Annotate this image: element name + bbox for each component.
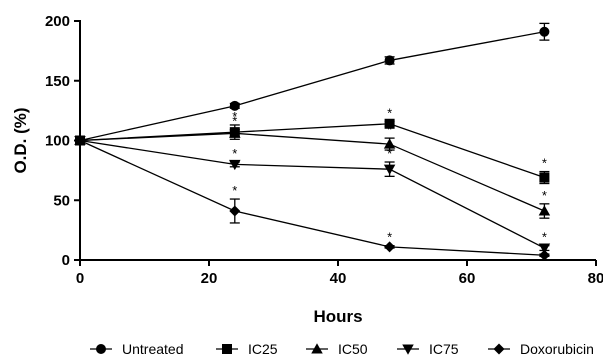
legend-item-doxorubicin: Doxorubicin	[488, 341, 594, 357]
series-line	[79, 31, 545, 142]
legend-label: Untreated	[122, 341, 183, 357]
data-point	[229, 205, 241, 217]
y-tick-label: 150	[45, 73, 70, 90]
legend-marker	[402, 344, 414, 355]
data-point	[539, 26, 550, 37]
significance-star: *	[387, 122, 392, 137]
legend-label: IC75	[429, 341, 459, 357]
series-ic25: * **	[75, 105, 550, 185]
legend-item-untreated: Untreated	[90, 341, 183, 357]
significance-star: *	[232, 114, 237, 129]
data-point	[229, 159, 241, 171]
legend-marker	[222, 344, 232, 354]
series-layer: * ****** ****	[74, 22, 551, 261]
series-ic50: * * *	[74, 114, 551, 219]
legend-label: IC25	[248, 341, 278, 357]
series-ic75: * * *	[74, 136, 551, 254]
legend-item-ic25: IC25	[216, 341, 278, 357]
y-tick-label: 0	[62, 252, 70, 269]
significance-star: *	[387, 146, 392, 161]
x-tick-label: 60	[459, 270, 476, 287]
data-point	[229, 100, 240, 111]
data-point	[384, 241, 396, 253]
legend-label: Doxorubicin	[520, 341, 594, 357]
data-point	[384, 118, 395, 129]
series-doxorubicin: **	[74, 135, 550, 261]
legend-marker	[96, 344, 106, 354]
x-axis-title: Hours	[313, 307, 362, 326]
x-tick-label: 40	[330, 270, 347, 287]
data-point	[74, 135, 86, 146]
x-tick-label: 80	[588, 270, 603, 287]
data-point	[538, 205, 551, 216]
significance-star: *	[232, 183, 237, 198]
x-tick-label: 20	[201, 270, 218, 287]
legend-item-ic50: IC50	[306, 341, 368, 357]
y-tick-label: 200	[45, 13, 70, 30]
series-line	[79, 139, 545, 249]
axes: 0 50 100 150 200 0 20 40 60 80 Hours O.D. (%)	[11, 13, 603, 326]
legend-item-ic75: IC75	[397, 341, 459, 357]
significance-star: *	[542, 230, 547, 245]
series-untreated	[75, 22, 550, 146]
significance-star: *	[387, 230, 392, 245]
data-point	[538, 243, 551, 254]
legend-label: IC50	[338, 341, 368, 357]
significance-star: *	[387, 105, 392, 120]
y-tick-label: 100	[45, 133, 70, 150]
significance-star: *	[542, 156, 547, 171]
data-point	[229, 127, 241, 138]
data-point	[539, 172, 550, 183]
legend: Untreated IC25 IC50 IC75 Doxorubicin	[90, 341, 594, 357]
data-point	[384, 55, 395, 66]
legend-marker	[311, 343, 323, 354]
x-tick-label: 0	[76, 270, 84, 287]
data-point	[383, 164, 396, 175]
significance-star: *	[232, 109, 237, 124]
significance-star: *	[542, 188, 547, 203]
series-line	[79, 139, 545, 256]
y-tick-label: 50	[53, 192, 70, 209]
data-point	[383, 138, 396, 149]
significance-star: *	[232, 146, 237, 161]
legend-marker	[493, 343, 505, 355]
y-axis-title: O.D. (%)	[11, 107, 30, 173]
series-line	[79, 132, 545, 212]
data-point	[538, 249, 550, 261]
